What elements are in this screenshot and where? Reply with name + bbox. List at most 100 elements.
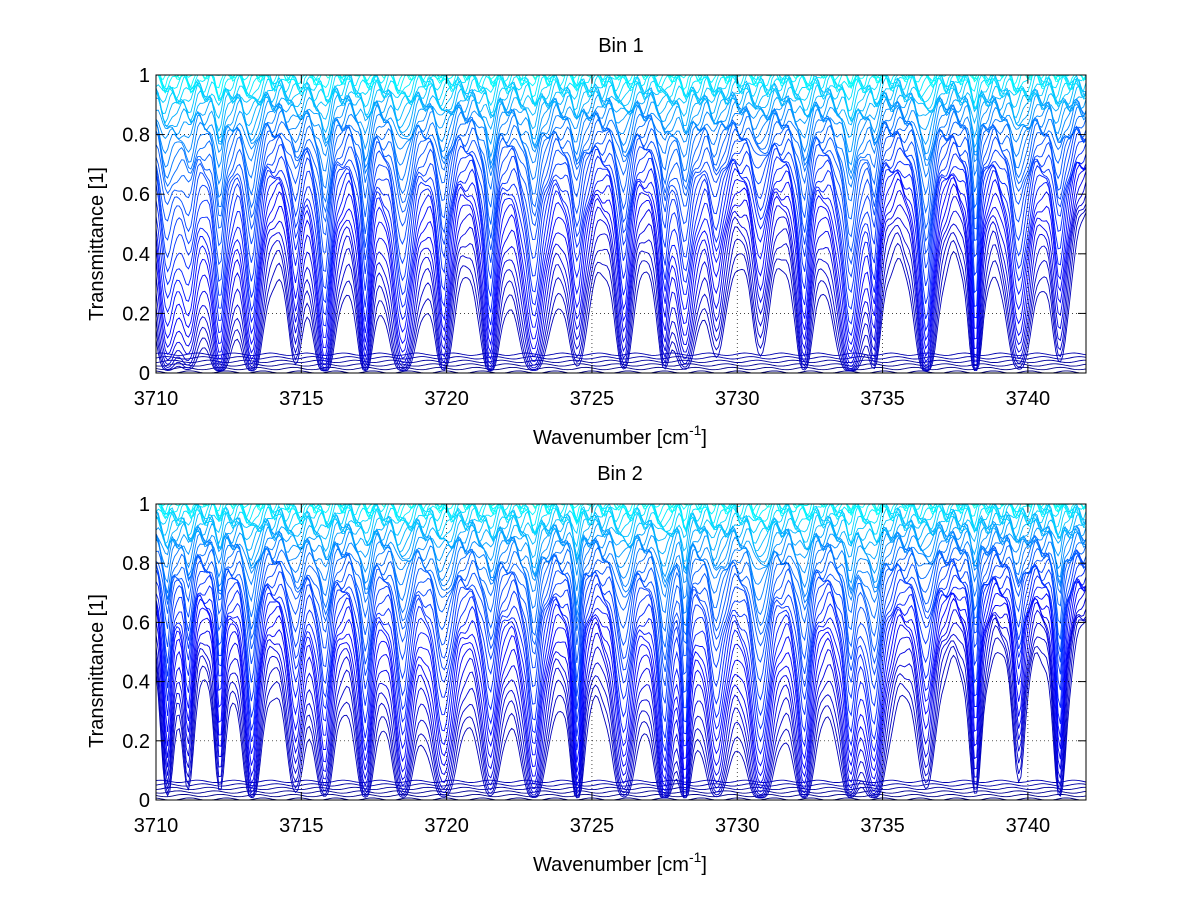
y-tick-label: 1: [139, 65, 150, 87]
x-tick-labels: 3710 3715 3720 3725 3730 3735 3740: [134, 815, 1050, 837]
tick-marks: [155, 74, 1086, 374]
y-tick-label: 0.2: [122, 731, 150, 753]
series-line: [156, 162, 1086, 346]
x-tick-label: 3740: [1006, 815, 1051, 837]
series-line: [156, 203, 1086, 371]
y-tick-label: 0.2: [122, 303, 150, 325]
series-line: [156, 75, 1086, 120]
series-line: [156, 575, 1086, 752]
series-line: [156, 75, 1086, 99]
series-line: [156, 619, 1086, 799]
series-line: [156, 122, 1086, 238]
series-line: [156, 779, 1086, 783]
series-line: [156, 562, 1086, 722]
y-tick-labels: 0 0.2 0.4 0.6 0.8 1: [122, 494, 150, 812]
x-tick-label: 3725: [570, 388, 615, 410]
x-tick-labels: 3710 3715 3720 3725 3730 3735 3740: [134, 388, 1050, 410]
x-tick-label: 3730: [715, 388, 760, 410]
series-line: [156, 618, 1086, 799]
series-line: [156, 520, 1086, 584]
grid-lines: [156, 504, 1086, 800]
series-line: [156, 137, 1086, 296]
series-line: [156, 194, 1086, 370]
x-axis-label: Wavenumber [cm-1]: [533, 849, 707, 876]
x-tick-label: 3735: [860, 815, 905, 837]
series-line: [156, 170, 1086, 364]
axes-frame: [155, 503, 1087, 801]
series-line: [156, 166, 1086, 359]
x-tick-label: 3725: [570, 815, 615, 837]
x-tick-label: 3715: [279, 815, 324, 837]
series-line: [156, 153, 1086, 325]
series-line: [156, 544, 1086, 661]
grid-lines: [156, 75, 1086, 373]
series-line: [156, 577, 1086, 773]
y-axis-label: Transmittance [1]: [86, 594, 108, 748]
series-line: [156, 504, 1086, 517]
subplot-bin-1: Bin 1 3710 3715 3720 3725 3730 3735 3740 00.20…: [86, 35, 1087, 449]
x-axis-label: Wavenumber [cm-1]: [533, 422, 707, 449]
series-line: [156, 539, 1086, 648]
series-line: [156, 522, 1086, 592]
y-tick-label: 0.6: [122, 184, 150, 206]
y-tick-label: 0.8: [122, 553, 150, 575]
series-line: [156, 504, 1086, 526]
series-line: [156, 90, 1086, 153]
subplot-title: Bin 2: [597, 463, 643, 485]
x-tick-label: 3720: [424, 388, 469, 410]
axes-frame: [155, 74, 1087, 374]
series-line: [156, 181, 1086, 368]
series-line: [156, 143, 1086, 310]
x-tick-label: 3735: [860, 388, 905, 410]
series-line: [156, 597, 1086, 795]
tick-marks: [155, 503, 1086, 801]
series-line: [156, 212, 1086, 372]
series-line: [156, 534, 1086, 633]
y-tick-label: 0: [139, 790, 150, 812]
series-line: [156, 366, 1086, 371]
series-line: [156, 580, 1086, 781]
y-tick-label: 0: [139, 363, 150, 385]
series-line: [156, 615, 1086, 798]
subplot-title: Bin 1: [598, 35, 644, 57]
y-tick-labels: 0 0.2 0.4 0.6 0.8 1: [122, 65, 150, 385]
series-line: [156, 505, 1086, 557]
series-line: [156, 86, 1086, 143]
series-line: [156, 75, 1086, 102]
series-line: [156, 588, 1086, 792]
series-line: [156, 504, 1086, 537]
subplot-bin-2: Bin 2 3710 3715 3720 3725 3730 3735 3740 00.20…: [86, 463, 1087, 876]
series-line: [156, 75, 1086, 112]
x-tick-label: 3710: [134, 815, 179, 837]
series-line: [156, 117, 1086, 220]
series-line: [156, 126, 1086, 266]
series-line: [156, 566, 1086, 739]
series-line: [156, 793, 1086, 798]
series-line: [156, 517, 1086, 578]
series-line: [156, 94, 1086, 166]
x-tick-label: 3740: [1006, 388, 1051, 410]
series-group: [156, 75, 1086, 373]
y-tick-label: 0.4: [122, 672, 150, 694]
x-tick-label: 3715: [279, 388, 324, 410]
series-line: [156, 110, 1086, 208]
series-line: [156, 585, 1086, 788]
series-line: [156, 783, 1086, 787]
series-line: [156, 504, 1086, 530]
series-line: [156, 75, 1086, 90]
series-line: [156, 608, 1086, 797]
y-tick-label: 1: [139, 494, 150, 516]
series-line: [156, 131, 1086, 282]
series-line: [156, 576, 1086, 762]
series-line: [156, 125, 1086, 253]
series-line: [156, 546, 1086, 673]
y-tick-label: 0.8: [122, 125, 150, 147]
y-tick-label: 0.6: [122, 612, 150, 634]
x-tick-label: 3710: [134, 388, 179, 410]
x-tick-label: 3720: [424, 815, 469, 837]
y-tick-label: 0.4: [122, 244, 150, 266]
series-line: [156, 208, 1086, 371]
series-line: [156, 790, 1086, 794]
